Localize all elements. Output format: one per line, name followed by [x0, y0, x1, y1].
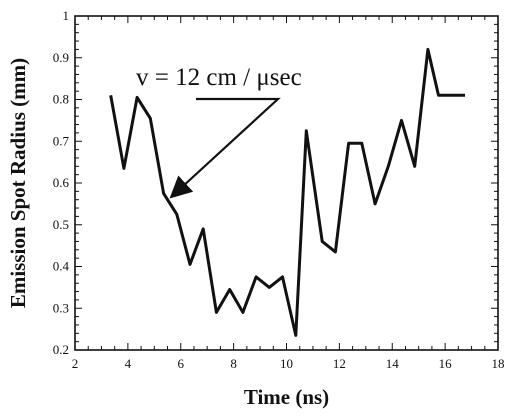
x-tick-label: 6: [178, 356, 185, 371]
y-tick-label: 0.6: [53, 175, 70, 190]
annotation-label: v = 12 cm / μsec: [136, 64, 302, 91]
x-tick-label: 12: [333, 356, 346, 371]
y-tick-label: 0.8: [53, 92, 69, 107]
x-tick-label: 18: [492, 356, 505, 371]
y-tick-label: 0.4: [53, 259, 70, 274]
x-tick-label: 16: [439, 356, 453, 371]
x-tick-label: 10: [280, 356, 293, 371]
axis-tick-labels: 2 4 6 8 10 12 14 16 18 0.2 0.3 0.4 0.5 0.6 0.7 0.8 0.9 1: [53, 8, 505, 371]
x-tick-label: 4: [125, 356, 132, 371]
y-tick-label: 0.2: [53, 342, 69, 357]
series-group: [109, 47, 465, 337]
y-tick-label: 0.9: [53, 50, 69, 65]
x-tick-label: 8: [230, 356, 237, 371]
annotation-group: v = 12 cm / μsec: [136, 64, 302, 199]
x-tick-label: 14: [386, 356, 400, 371]
annotation-arrow: [169, 97, 281, 199]
series-line: [109, 47, 465, 337]
y-tick-label: 1: [63, 8, 70, 23]
y-axis-title: Emission Spot Radius (mm): [6, 58, 30, 308]
y-tick-label: 0.3: [53, 300, 69, 315]
y-tick-label: 0.7: [53, 133, 70, 148]
y-tick-label: 0.5: [53, 217, 69, 232]
x-axis-title: Time (ns): [244, 385, 329, 409]
x-tick-label: 2: [72, 356, 79, 371]
axis-ticks: [74, 15, 499, 351]
